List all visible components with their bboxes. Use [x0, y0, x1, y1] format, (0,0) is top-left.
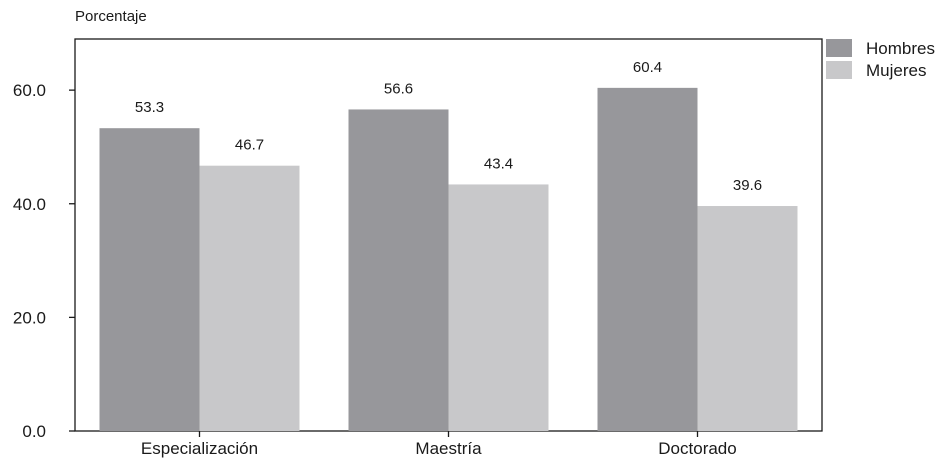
legend-swatch-hombres: [826, 39, 852, 57]
data-label: 46.7: [235, 137, 264, 154]
legend-swatch-mujeres: [826, 61, 852, 79]
legend-label-mujeres: Mujeres: [866, 61, 926, 80]
bar-hombres-0: [99, 128, 200, 431]
bar-mujeres-0: [199, 165, 300, 431]
x-tick-label: Especialización: [141, 439, 258, 458]
data-label: 60.4: [633, 59, 662, 76]
y-tick-label: 0.0: [22, 422, 46, 441]
x-tick-label: Doctorado: [658, 439, 736, 458]
data-label: 53.3: [135, 99, 164, 116]
x-tick-label: Maestría: [415, 439, 482, 458]
bars: 53.3 46.7 56.6 43.4 60.4 39.6: [99, 59, 798, 431]
bar-hombres-1: [348, 109, 449, 431]
y-axis-ticks: 0.0 20.0 40.0 60.0: [13, 81, 75, 441]
bar-mujeres-2: [697, 206, 798, 431]
data-label: 43.4: [484, 155, 513, 172]
legend: Hombres Mujeres: [826, 39, 935, 80]
data-label: 39.6: [733, 177, 762, 194]
legend-label-hombres: Hombres: [866, 39, 935, 58]
data-label: 56.6: [384, 80, 413, 97]
x-axis-ticks: Especialización Maestría Doctorado: [141, 431, 737, 458]
y-tick-label: 40.0: [13, 195, 46, 214]
bar-mujeres-1: [448, 184, 549, 431]
y-tick-label: 60.0: [13, 81, 46, 100]
y-axis-title: Porcentaje: [75, 8, 147, 25]
bar-hombres-2: [597, 87, 698, 431]
y-tick-label: 20.0: [13, 308, 46, 327]
